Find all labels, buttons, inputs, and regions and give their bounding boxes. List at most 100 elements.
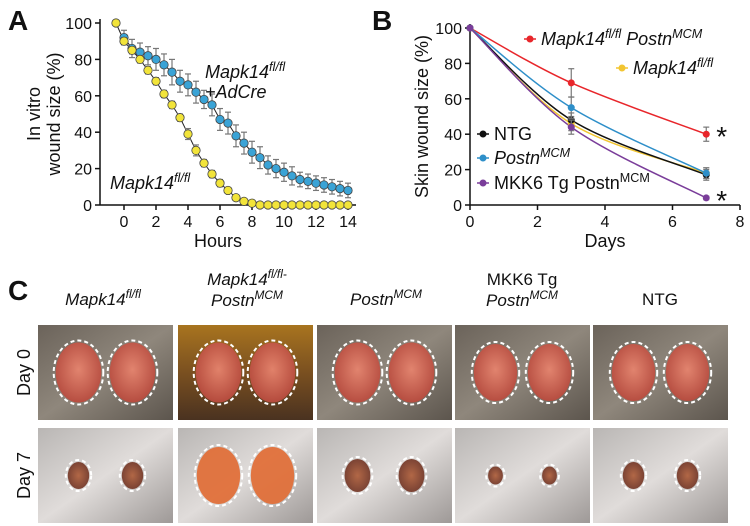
data-point [287, 171, 297, 181]
y-tick-label: 100 [65, 16, 92, 33]
series-label: Mapk14fl/fl [110, 171, 191, 193]
wound-outline [485, 463, 506, 488]
data-point [466, 24, 474, 32]
wound-outline [247, 444, 298, 507]
series-label-part: +AdCre [205, 82, 267, 102]
data-point [702, 169, 710, 177]
wound-outline [52, 339, 105, 406]
legend-label: Mapk14fl/fl PostnMCM [541, 27, 703, 49]
y-tick-label: 80 [74, 52, 92, 69]
data-point [151, 76, 161, 86]
data-point [311, 178, 321, 188]
legend-marker [618, 64, 626, 72]
wound [55, 342, 102, 403]
column-label-line: MKK6 Tg [487, 270, 558, 289]
series-label-part: Mapk14 [110, 173, 174, 193]
data-point [702, 130, 710, 138]
data-point [175, 113, 185, 123]
data-point [311, 200, 321, 210]
legend-marker [479, 154, 487, 162]
data-point [159, 60, 169, 70]
legend-marker [526, 35, 534, 43]
data-point [223, 118, 233, 128]
series-label-line: Mapk14fl/fl [205, 60, 286, 82]
row-label: Day 0 [14, 349, 34, 396]
wound [665, 344, 710, 401]
annotation: * [716, 121, 727, 152]
data-point [199, 94, 209, 105]
data-point [207, 169, 217, 179]
data-point [199, 158, 209, 168]
data-point [143, 65, 153, 75]
wound [195, 342, 242, 403]
column-label: PostnMCM [350, 287, 422, 309]
y-axis-label-line: Skin wound size (%) [412, 35, 432, 198]
data-point [175, 76, 185, 86]
legend-label-part: MCM [620, 171, 650, 185]
wound-outline [619, 459, 648, 492]
wound-outline [341, 456, 374, 495]
data-point [303, 200, 313, 210]
column-label-part: fl/fl- [268, 267, 287, 281]
x-tick-label: 8 [248, 214, 257, 231]
wound-outline [246, 339, 299, 406]
panel-label: C [8, 275, 28, 306]
column-label-part: fl/fl [126, 287, 142, 301]
y-axis-label-part: In vitro [24, 87, 44, 141]
series-label-line: Mapk14fl/fl [110, 171, 191, 193]
wound [196, 447, 241, 504]
data-point [207, 100, 217, 110]
data-point [111, 18, 121, 28]
data-point [319, 200, 329, 210]
row-label: Day 7 [14, 452, 34, 499]
data-point [119, 36, 129, 46]
legend-label-line: MKK6 Tg PostnMCM [494, 171, 650, 193]
wound-outline [118, 459, 147, 492]
legend-label: MKK6 Tg PostnMCM [494, 171, 650, 193]
data-point [567, 79, 575, 87]
data-point [343, 185, 353, 196]
data-point [191, 145, 201, 155]
data-point [183, 80, 193, 90]
x-tick-label: 2 [533, 214, 542, 231]
data-point [247, 198, 257, 208]
column-label: Mapk14fl/fl-PostnMCM [207, 267, 287, 310]
series-label-line: +AdCre [205, 82, 267, 102]
series-label: Mapk14fl/fl +AdCre [205, 60, 286, 102]
y-axis-label-line: In vitro [24, 87, 44, 141]
data-point [159, 89, 169, 99]
panel-label: B [372, 5, 392, 36]
wound [611, 344, 656, 401]
wound-outline [673, 459, 702, 492]
legend-label-part: fl/fl [697, 56, 714, 70]
data-point [239, 138, 249, 148]
legend-label: PostnMCM [494, 146, 571, 168]
legend-label-line: PostnMCM [494, 146, 571, 168]
legend-label-part: Postn [494, 148, 540, 168]
series-label-part: Mapk14 [205, 62, 269, 82]
wound-photo [455, 428, 590, 523]
legend-label-part: fl/fl [605, 27, 622, 41]
x-tick-label: 4 [184, 214, 193, 231]
data-point [295, 200, 305, 210]
series-label-part: fl/fl [174, 171, 191, 185]
legend-label-part: MKK6 Tg Postn [494, 173, 620, 193]
column-label-part: Postn [486, 291, 529, 310]
wound [250, 447, 295, 504]
data-point [183, 129, 193, 139]
wound-outline [193, 444, 244, 507]
data-point [247, 147, 257, 157]
wound-photo [317, 428, 452, 523]
y-tick-label: 20 [74, 162, 92, 179]
wound-outline [192, 339, 245, 406]
wound [488, 466, 503, 485]
data-point [335, 200, 345, 210]
column-label-line: PostnMCM [350, 287, 422, 309]
x-tick-label: 0 [120, 214, 129, 231]
wound [344, 459, 371, 492]
data-point [287, 200, 297, 210]
legend-marker [479, 130, 487, 138]
data-point [231, 193, 241, 203]
x-tick-label: 14 [339, 214, 357, 231]
